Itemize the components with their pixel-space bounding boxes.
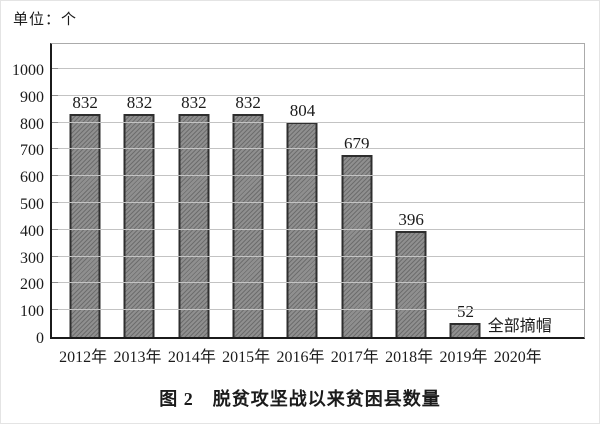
y-axis-label: 800	[20, 115, 44, 133]
bar-value-label: 832	[72, 93, 98, 112]
bar	[69, 114, 101, 337]
y-axis-labels: 0 100 200 300 400 500 600 700 800 900 1000	[1, 43, 44, 347]
bar-slot: 全部摘帽	[488, 44, 552, 337]
y-axis-tick	[52, 148, 58, 150]
x-axis-label: 2012年	[59, 349, 108, 366]
bar-slot: 832	[112, 44, 166, 337]
bar-value-label: 804	[289, 101, 316, 120]
gridline	[52, 68, 584, 69]
y-axis-tick	[52, 94, 58, 96]
y-axis-label: 0	[36, 330, 44, 347]
bar-slot: 52	[438, 44, 492, 337]
gridline	[52, 282, 584, 284]
gridline	[52, 175, 584, 177]
bar-value-label: 52	[456, 302, 474, 321]
unit-label: 单位：个	[13, 12, 78, 28]
bar	[232, 114, 264, 337]
x-axis-label: 2015年	[222, 349, 271, 366]
y-axis-label: 300	[20, 249, 44, 267]
x-axis-label: 2014年	[167, 349, 216, 366]
y-axis-label: 400	[20, 222, 44, 240]
y-axis-tick	[52, 309, 58, 311]
gridline	[52, 255, 584, 257]
y-axis-label: 100	[20, 303, 44, 321]
x-axis-label: 2019年	[439, 349, 488, 366]
y-axis-tick	[52, 255, 58, 257]
bar	[341, 155, 373, 337]
y-axis-label: 500	[20, 196, 44, 213]
chart-title: 图 2 脱贫攻坚战以来贫困县数量	[159, 389, 441, 409]
bar	[123, 114, 155, 337]
bar	[395, 231, 427, 337]
x-axis-label: 2018年	[385, 349, 434, 366]
x-axis-label: 2017年	[330, 349, 379, 366]
x-axis-labels: 2012年 2013年 2014年 2015年 2016年 2017年 2018年 2019年…	[56, 343, 545, 367]
bar-slot: 679	[330, 44, 384, 337]
bar-value-label: 396	[398, 210, 424, 229]
y-axis-tick	[52, 282, 58, 284]
bar-slot: 832	[167, 44, 221, 337]
y-axis-tick	[52, 228, 58, 230]
bar-value-label: 832	[235, 93, 261, 112]
gridline	[52, 309, 584, 311]
bar-slot: 832	[221, 44, 275, 337]
bar-value-label: 832	[181, 93, 207, 112]
gridline	[52, 94, 584, 96]
gridline	[52, 202, 584, 203]
bar-slot: 832	[58, 44, 112, 337]
y-axis-label: 1000	[12, 62, 44, 79]
y-axis-label: 200	[20, 276, 44, 294]
bar-slot: 804	[275, 44, 329, 337]
bar-value-label: 832	[126, 93, 153, 112]
y-axis-tick	[52, 175, 58, 177]
x-axis-label: 2013年	[113, 349, 162, 366]
bar-slot: 396	[384, 44, 438, 337]
y-axis-label: 600	[20, 169, 44, 187]
y-axis-tick	[52, 68, 58, 69]
y-axis-label: 900	[20, 88, 44, 106]
y-axis-label: 700	[20, 142, 44, 160]
gridline	[52, 148, 584, 150]
bars-row: 832 832 832 832 804 679 396 52 全部摘帽	[58, 44, 552, 337]
gridline	[52, 121, 584, 123]
bar	[178, 114, 210, 337]
x-axis-label: 2016年	[276, 349, 325, 366]
bar	[449, 323, 481, 337]
y-axis-tick	[52, 121, 58, 123]
gridline	[52, 228, 584, 230]
plot-area: 832 832 832 832 804 679 396 52 全部摘帽	[50, 43, 585, 339]
annotation-label: 全部摘帽	[487, 318, 552, 336]
x-axis-label: 2020年	[493, 349, 542, 366]
bar-value-label: 679	[344, 134, 370, 153]
y-axis-tick	[52, 202, 58, 203]
